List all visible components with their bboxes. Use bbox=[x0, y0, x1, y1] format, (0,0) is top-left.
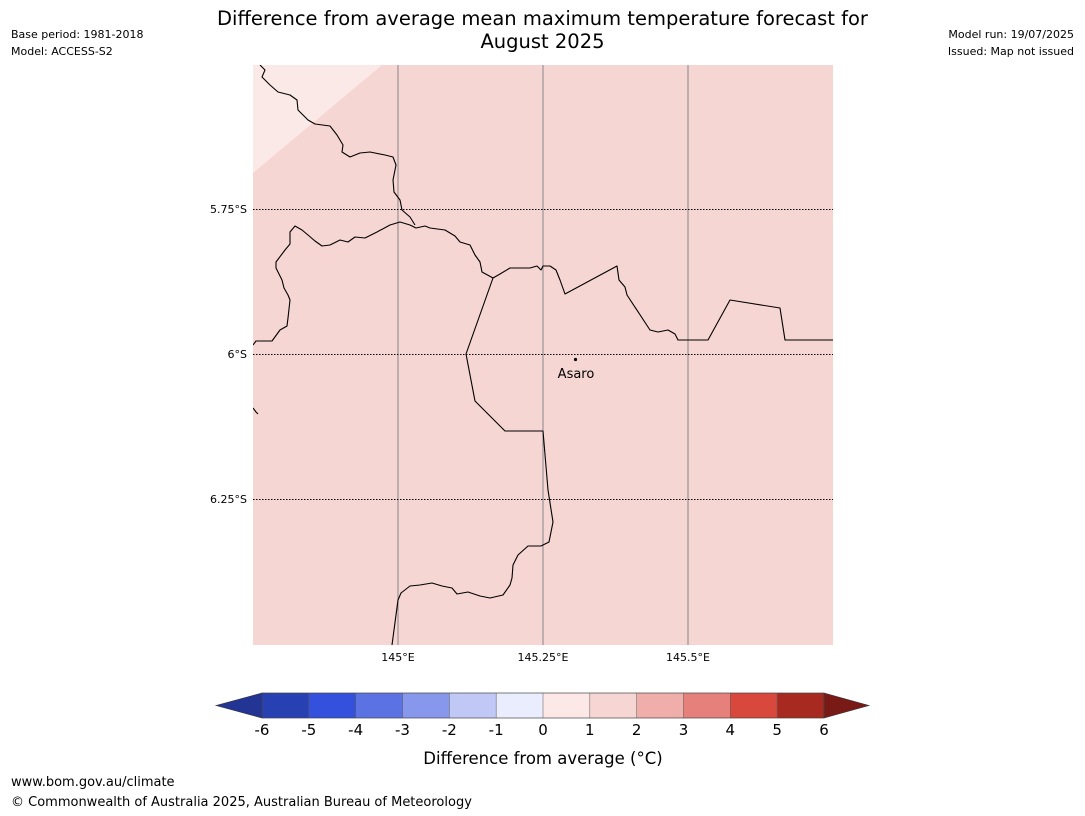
model-name: Model: ACCESS-S2 bbox=[11, 45, 113, 58]
header-meta-right: Model run: 19/07/2025 Issued: Map not is… bbox=[948, 26, 1074, 60]
lon-label-145-25: 145.25°E bbox=[518, 651, 569, 664]
map-area: Asaro bbox=[253, 65, 833, 645]
base-period: Base period: 1981-2018 bbox=[11, 28, 144, 41]
legend-tick-label: 5 bbox=[772, 721, 782, 739]
legend-title: Difference from average (°C) bbox=[423, 749, 662, 768]
legend-swatch bbox=[589, 693, 637, 718]
title-line-1: Difference from average mean maximum tem… bbox=[217, 7, 868, 30]
legend-tick-label: -2 bbox=[442, 721, 457, 739]
legend-swatch bbox=[355, 693, 403, 718]
province-boundaries bbox=[253, 65, 833, 645]
legend-swatch bbox=[449, 693, 497, 718]
legend-swatch bbox=[683, 693, 731, 718]
legend-tick-label: -3 bbox=[395, 721, 410, 739]
legend-swatch bbox=[496, 693, 543, 718]
lat-label-6: 6°S bbox=[228, 348, 247, 361]
place-label-asaro: Asaro bbox=[558, 367, 595, 382]
legend-tick-label: -1 bbox=[489, 721, 504, 739]
lon-label-145: 145°E bbox=[381, 651, 414, 664]
legend-tick-label: 4 bbox=[726, 721, 736, 739]
legend-swatch bbox=[308, 693, 356, 718]
legend-tick-label: -5 bbox=[301, 721, 316, 739]
legend-tick-label: 6 bbox=[819, 721, 829, 739]
latitude-labels: 5.75°S 6°S 6.25°S bbox=[210, 203, 247, 506]
boundary-central bbox=[253, 221, 833, 346]
boundary-northern bbox=[259, 65, 416, 226]
legend-tick-label: -6 bbox=[255, 721, 270, 739]
longitude-labels: 145°E 145.25°E 145.5°E bbox=[381, 651, 710, 664]
legend-swatch bbox=[730, 693, 778, 718]
legend-swatch bbox=[402, 693, 450, 718]
header-meta-left: Base period: 1981-2018 Model: ACCESS-S2 bbox=[11, 26, 143, 60]
legend-tick-label: 0 bbox=[538, 721, 548, 739]
legend-tick-label: 2 bbox=[632, 721, 642, 739]
legend-extend-low bbox=[214, 692, 263, 719]
legend-tick-label: 1 bbox=[585, 721, 595, 739]
map-title: Difference from average mean maximum tem… bbox=[140, 7, 945, 53]
model-run: Model run: 19/07/2025 bbox=[948, 28, 1074, 41]
asaro-point bbox=[573, 357, 578, 362]
legend-swatch bbox=[777, 693, 824, 718]
color-legend: -6 -5 -4 -3 -2 -1 0 1 2 3 4 5 6 bbox=[214, 692, 871, 739]
boundary-west-edge bbox=[253, 407, 259, 415]
legend-swatch bbox=[543, 693, 590, 718]
legend-swatch bbox=[636, 693, 684, 718]
title-line-2: August 2025 bbox=[480, 30, 605, 53]
lon-label-145-5: 145.5°E bbox=[666, 651, 710, 664]
footer-url: www.bom.gov.au/climate bbox=[11, 775, 175, 790]
boundary-western bbox=[391, 277, 554, 645]
footer-copyright: © Commonwealth of Australia 2025, Austra… bbox=[11, 795, 472, 810]
issued-status: Issued: Map not issued bbox=[947, 45, 1074, 58]
anomaly-fill-corner bbox=[253, 65, 382, 173]
legend-tick-label: 3 bbox=[679, 721, 689, 739]
lat-label-5-75: 5.75°S bbox=[210, 203, 247, 216]
lat-label-6-25: 6.25°S bbox=[210, 493, 247, 506]
place-marker: Asaro bbox=[558, 357, 595, 382]
legend-swatch bbox=[262, 693, 309, 718]
legend-tick-label: -4 bbox=[348, 721, 363, 739]
legend-extend-high bbox=[823, 692, 871, 719]
latitude-gridlines bbox=[253, 209, 833, 500]
